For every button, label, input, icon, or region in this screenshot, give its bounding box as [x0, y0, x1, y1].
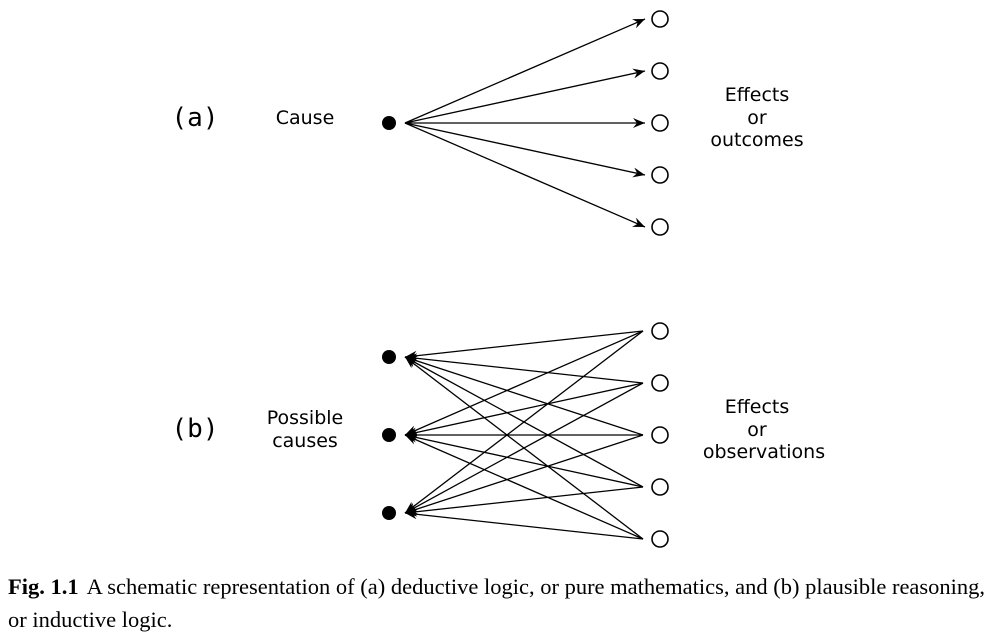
- inference-arrow: [404, 356, 644, 540]
- figure-number: Fig. 1.1: [8, 574, 79, 599]
- effects-label-line1: Effects: [725, 84, 790, 106]
- deduction-arrow: [404, 18, 646, 124]
- deduction-arrow: [404, 68, 646, 124]
- inference-arrow: [404, 434, 644, 515]
- possible-causes-label-line1: Possible: [267, 407, 344, 429]
- possible-cause-node: [382, 428, 396, 442]
- observation-node: [651, 530, 669, 548]
- inference-arrow: [404, 434, 644, 540]
- cause-label: Cause: [276, 107, 335, 129]
- observation-node: [651, 322, 669, 340]
- inference-arrow: [404, 356, 644, 488]
- possible-cause-node: [382, 506, 396, 520]
- effects-observations-label-line1: Effects: [725, 396, 790, 418]
- panel-a: (a) Cause Effects or outcomes: [172, 10, 804, 236]
- effect-node: [651, 218, 669, 236]
- deduction-arrow: [404, 122, 646, 178]
- figure-caption: Fig. 1.1 A schematic representation of (a…: [8, 570, 993, 636]
- inference-arrow: [404, 509, 644, 540]
- inference-arrow: [404, 330, 644, 361]
- effects-label-line3: outcomes: [710, 129, 803, 151]
- effect-node: [651, 114, 669, 132]
- diagram-canvas: (a) Cause Effects or outcomes (b) Possib…: [172, 10, 825, 548]
- panel-b: (b) Possible causes Effects or observati…: [172, 322, 825, 548]
- observation-node: [651, 374, 669, 392]
- deduction-arrow: [404, 122, 646, 228]
- effects-observations-label-line3: observations: [703, 441, 825, 463]
- effects-label-line2: or: [747, 107, 767, 129]
- cause-node: [382, 116, 396, 130]
- panel-b-label: (b): [172, 414, 219, 444]
- nodes-b: [382, 322, 669, 548]
- inference-arrow: [404, 432, 644, 488]
- possible-cause-node: [382, 350, 396, 364]
- caption-text: A schematic representation of (a) deduct…: [8, 574, 986, 632]
- inference-arrow: [404, 353, 644, 384]
- inference-arrow: [404, 355, 644, 436]
- nodes-a: [382, 10, 669, 236]
- panel-a-label: (a): [172, 103, 219, 133]
- possible-causes-label-line2: causes: [272, 430, 338, 452]
- effects-observations-label-line2: or: [747, 419, 767, 441]
- observation-node: [651, 478, 669, 496]
- effect-node: [651, 166, 669, 184]
- edges-b: [404, 330, 644, 540]
- inference-arrow: [404, 330, 644, 436]
- observation-node: [651, 426, 669, 444]
- inference-arrow: [404, 382, 644, 438]
- effect-node: [651, 10, 669, 28]
- effect-node: [651, 62, 669, 80]
- inference-arrow: [404, 486, 644, 517]
- edges-a: [404, 18, 646, 228]
